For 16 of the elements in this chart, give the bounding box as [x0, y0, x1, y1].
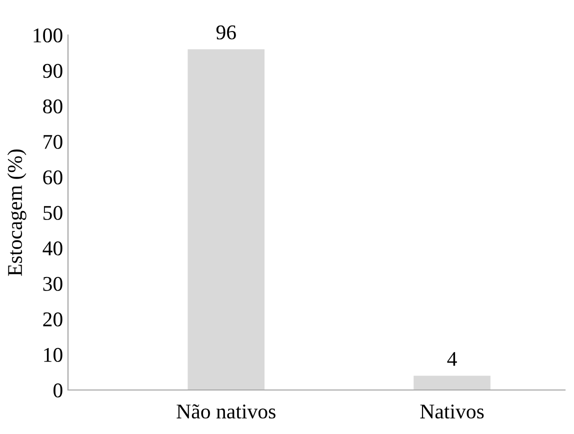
y-tick-label: 20	[43, 312, 62, 326]
y-axis-title: Estocagem (%)	[7, 149, 26, 276]
y-tick-label: 40	[42, 241, 62, 256]
y-tick-label: 90	[42, 64, 62, 78]
data-label: 4	[447, 352, 457, 366]
y-tick-label: 80	[43, 99, 62, 114]
x-tick-label: Não nativos	[176, 404, 276, 419]
data-label: 96	[216, 25, 236, 40]
y-tick-label: 0	[54, 383, 62, 398]
y-tick-label: 50	[44, 206, 62, 220]
y-tick-label: 70	[44, 134, 62, 149]
y-tick-label: 100	[34, 28, 62, 42]
y-tick-label: 30	[43, 276, 62, 291]
y-tick-label: 60	[43, 170, 62, 184]
x-tick-label: Nativos	[420, 404, 484, 419]
y-tick-label: 10	[44, 348, 62, 362]
